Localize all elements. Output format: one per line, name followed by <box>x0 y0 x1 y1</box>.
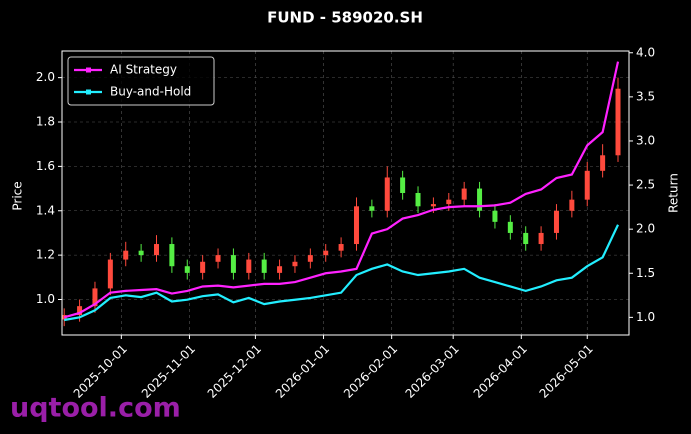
line-series <box>63 61 620 319</box>
candle-body <box>338 244 344 251</box>
plot-frame <box>61 50 630 336</box>
legend-label: AI Strategy <box>110 63 177 77</box>
y-tick-label: 1.0 <box>36 292 55 306</box>
candle-body <box>323 250 329 256</box>
y-axis-label: Price <box>11 181 25 210</box>
candle-body <box>353 206 359 245</box>
chart-title: FUND - 589020.SH <box>267 9 423 27</box>
candle-body <box>154 244 159 256</box>
y2-axis-label: Return <box>667 173 681 213</box>
y-tick-label: 1.8 <box>36 115 55 129</box>
candle-body <box>492 210 498 222</box>
candle-body <box>430 204 436 207</box>
y2-tick-label: 2.0 <box>636 222 655 236</box>
candle-body <box>77 306 83 316</box>
candle-body <box>446 199 452 205</box>
candle-body <box>523 232 529 245</box>
legend-marker <box>86 67 91 73</box>
candle-body <box>138 250 144 256</box>
candle-body <box>169 244 175 267</box>
y2-tick-label: 3.0 <box>636 133 655 147</box>
candle-body <box>230 255 236 273</box>
candle-body <box>584 170 590 200</box>
legend-box <box>67 56 215 106</box>
y-tick-label: 1.4 <box>36 203 55 217</box>
candle-body <box>400 177 406 193</box>
candle-body <box>507 221 513 233</box>
y-tick-label: 1.6 <box>36 159 55 173</box>
candle-body <box>600 155 606 171</box>
candle-body <box>369 206 375 211</box>
watermark: uqtool.com <box>10 393 181 424</box>
candle-body <box>553 210 559 233</box>
y2-tick-label: 1.5 <box>636 266 655 280</box>
candle-body <box>200 261 206 273</box>
candle-body <box>215 255 221 262</box>
candle-body <box>123 250 129 260</box>
y2-tick-label: 1.0 <box>636 310 655 324</box>
candle-body <box>92 288 98 307</box>
y-tick-label: 1.2 <box>36 248 55 262</box>
y2-tick-label: 3.5 <box>636 89 655 103</box>
line-series <box>64 224 620 322</box>
candle-body <box>461 188 467 200</box>
candle-body <box>415 193 421 207</box>
candle-body <box>107 259 113 289</box>
legend-marker <box>86 89 91 95</box>
candle-body <box>384 177 390 211</box>
candle-body <box>538 232 544 245</box>
legend-label: Buy-and-Hold <box>110 85 191 99</box>
candle-body <box>307 255 313 262</box>
candle-body <box>246 259 252 273</box>
candle-body <box>615 88 621 156</box>
y-tick-label: 2.0 <box>36 70 55 84</box>
candle-body <box>261 259 267 273</box>
candle-body <box>477 188 483 211</box>
y2-tick-label: 4.0 <box>636 45 655 59</box>
y2-tick-label: 2.5 <box>636 178 655 192</box>
candle-body <box>292 261 298 267</box>
candle-body <box>277 266 283 273</box>
candle-body <box>569 199 575 211</box>
candle-body <box>184 266 190 273</box>
